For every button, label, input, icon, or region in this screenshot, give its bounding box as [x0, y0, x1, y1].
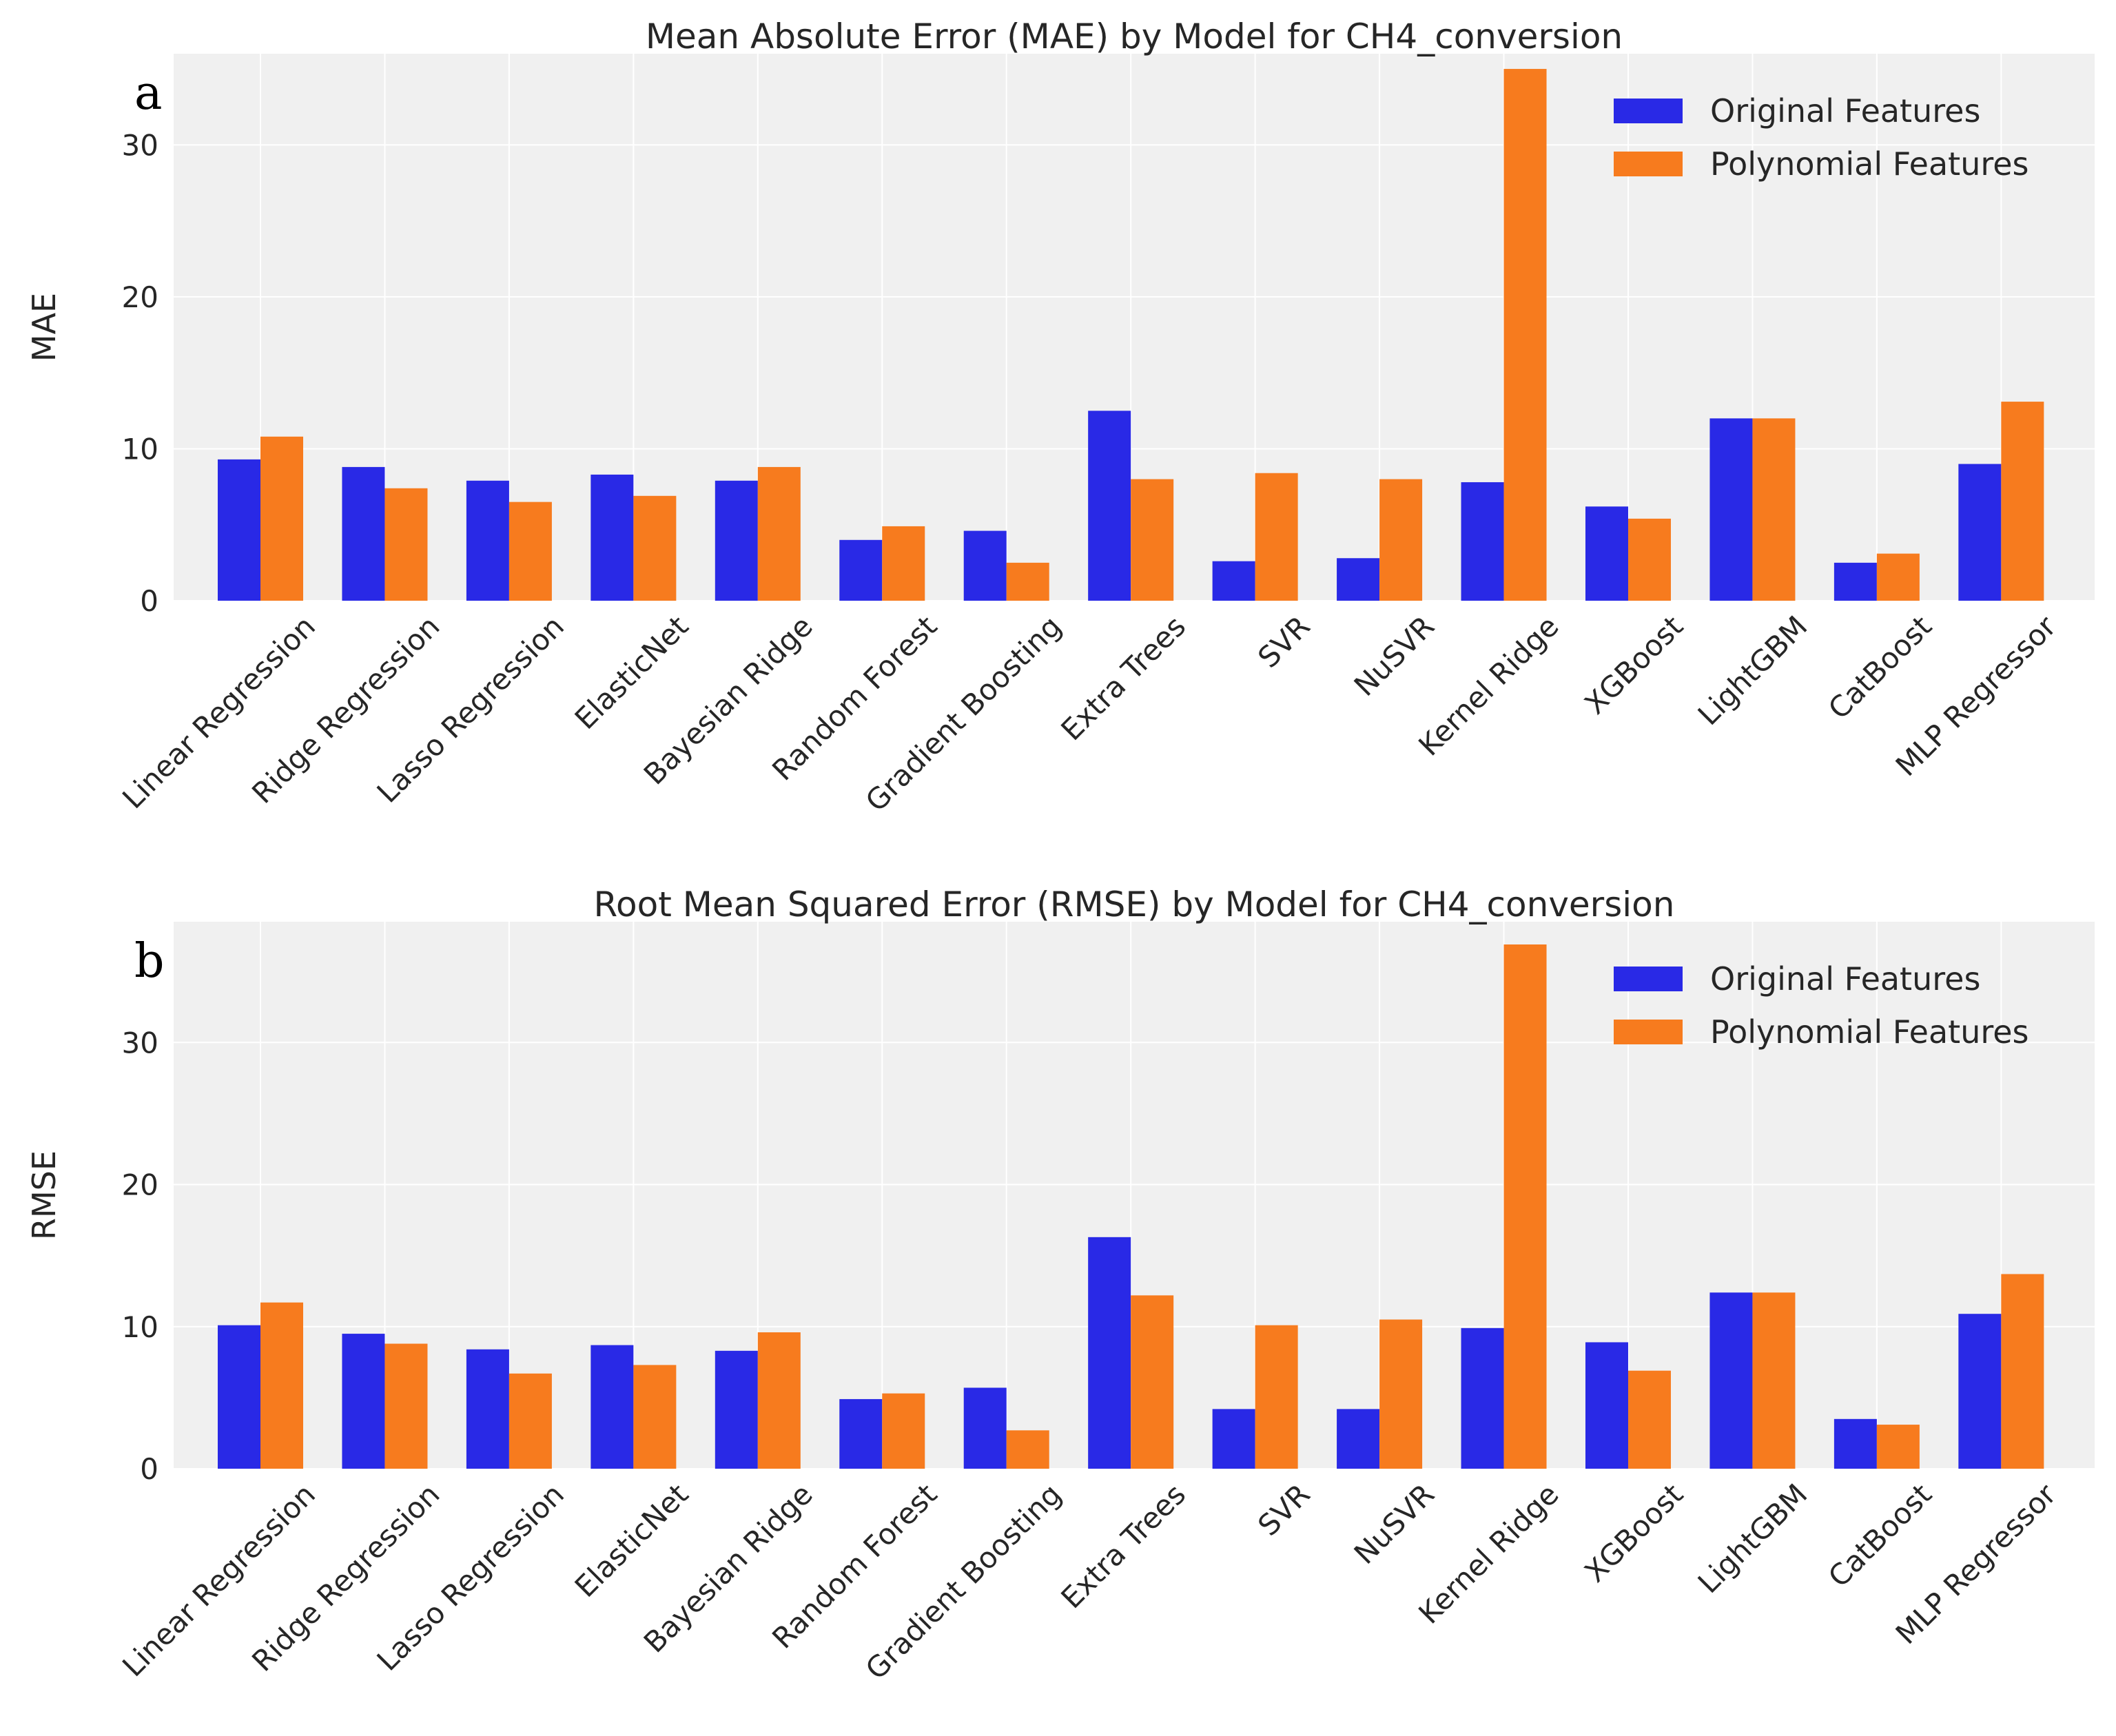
bar-polynomial-nusvr: [1379, 1319, 1423, 1469]
bar-original-extra-trees: [1088, 411, 1131, 601]
x-tick-label: SVR: [1251, 609, 1316, 674]
x-tick-label: SVR: [1251, 1477, 1316, 1542]
legend-label-original: Original Features: [1710, 92, 1980, 130]
bar-original-svr: [1212, 1409, 1255, 1469]
bar-polynomial-lightgbm: [1752, 1292, 1796, 1469]
bar-polynomial-gradient-boosting: [1006, 1430, 1049, 1469]
bar-polynomial-svr: [1255, 1325, 1298, 1469]
bar-original-kernel-ridge: [1461, 482, 1504, 601]
bar-original-lasso-regression: [466, 480, 509, 601]
x-tick-label: CatBoost: [1822, 1477, 1938, 1593]
x-tick-label: NuSVR: [1348, 609, 1441, 702]
bar-original-lightgbm: [1709, 418, 1753, 601]
legend-swatch-polynomial: [1614, 152, 1683, 176]
x-tick-label: XGBoost: [1578, 609, 1689, 721]
bar-original-svr: [1212, 561, 1255, 601]
bar-original-elasticnet: [590, 1345, 634, 1469]
legend-label-polynomial: Polynomial Features: [1710, 1013, 2029, 1051]
bar-polynomial-bayesian-ridge: [757, 466, 801, 601]
bar-polynomial-extra-trees: [1131, 1295, 1174, 1469]
x-tick-label: XGBoost: [1578, 1477, 1689, 1589]
bar-original-elasticnet: [590, 474, 634, 601]
legend-swatch-polynomial: [1614, 1020, 1683, 1044]
bar-original-bayesian-ridge: [715, 1350, 758, 1469]
bar-original-ridge-regression: [342, 1334, 385, 1469]
y-tick-label: 30: [122, 1026, 158, 1060]
chart-title: Mean Absolute Error (MAE) by Model for C…: [646, 17, 1623, 56]
y-tick-label: 10: [122, 432, 158, 466]
bar-polynomial-gradient-boosting: [1006, 562, 1049, 601]
bar-polynomial-xgboost: [1627, 1370, 1671, 1469]
bar-polynomial-kernel-ridge: [1503, 69, 1547, 601]
bar-original-kernel-ridge: [1461, 1327, 1504, 1469]
y-tick-label: 10: [122, 1310, 158, 1344]
chart-title: Root Mean Squared Error (RMSE) by Model …: [594, 885, 1675, 924]
bar-polynomial-svr: [1255, 473, 1298, 601]
bar-original-nusvr: [1337, 1409, 1380, 1469]
bar-original-catboost: [1833, 1418, 1877, 1469]
x-tick-label: LightGBM: [1692, 609, 1814, 732]
bar-polynomial-mlp-regressor: [2001, 402, 2044, 601]
y-tick-label: 0: [140, 584, 158, 618]
bar-original-mlp-regressor: [1958, 464, 2002, 601]
bar-polynomial-random-forest: [882, 1393, 925, 1469]
y-tick-label: 30: [122, 128, 158, 162]
bar-polynomial-lightgbm: [1752, 418, 1796, 601]
x-tick-label: LightGBM: [1692, 1477, 1814, 1600]
y-tick-label: 20: [122, 280, 158, 314]
bar-polynomial-bayesian-ridge: [757, 1332, 801, 1469]
panel-label: b: [134, 934, 165, 989]
x-tick-label: ElasticNet: [568, 1477, 695, 1604]
y-axis-label: RMSE: [25, 1150, 63, 1240]
x-tick-label: Extra Trees: [1054, 609, 1192, 747]
bar-polynomial-elasticnet: [633, 495, 677, 601]
y-tick-label: 20: [122, 1168, 158, 1202]
bar-original-catboost: [1833, 562, 1877, 601]
bar-polynomial-random-forest: [882, 526, 925, 601]
x-tick-label: Extra Trees: [1054, 1477, 1192, 1615]
bar-original-linear-regression: [218, 459, 260, 601]
bar-polynomial-mlp-regressor: [2001, 1274, 2044, 1469]
bar-polynomial-elasticnet: [633, 1365, 677, 1469]
x-tick-label: ElasticNet: [568, 609, 695, 736]
bar-original-ridge-regression: [342, 466, 385, 601]
bar-original-extra-trees: [1088, 1237, 1131, 1469]
y-tick-label: 0: [140, 1452, 158, 1486]
bar-original-linear-regression: [218, 1325, 260, 1469]
bar-original-mlp-regressor: [1958, 1314, 2002, 1469]
bar-polynomial-catboost: [1876, 553, 1920, 601]
bar-original-nusvr: [1337, 558, 1380, 601]
bar-original-bayesian-ridge: [715, 480, 758, 601]
bar-polynomial-kernel-ridge: [1503, 944, 1547, 1469]
bar-original-xgboost: [1585, 1342, 1628, 1469]
panel-label: a: [134, 66, 163, 121]
x-tick-label: CatBoost: [1822, 609, 1938, 725]
legend-swatch-original: [1614, 967, 1683, 991]
bar-polynomial-linear-regression: [260, 1302, 303, 1469]
bar-polynomial-ridge-regression: [384, 1343, 428, 1469]
bar-polynomial-catboost: [1876, 1425, 1920, 1469]
bar-polynomial-linear-regression: [260, 436, 303, 601]
bar-original-lightgbm: [1709, 1292, 1753, 1469]
bar-original-random-forest: [839, 1398, 883, 1469]
bar-polynomial-xgboost: [1627, 518, 1671, 601]
bar-original-random-forest: [839, 539, 883, 601]
bar-original-lasso-regression: [466, 1349, 509, 1469]
legend-label-original: Original Features: [1710, 960, 1980, 998]
bar-polynomial-extra-trees: [1131, 479, 1174, 601]
legend-swatch-original: [1614, 99, 1683, 123]
bar-original-xgboost: [1585, 506, 1628, 601]
bar-polynomial-nusvr: [1379, 479, 1423, 601]
bar-original-gradient-boosting: [963, 1387, 1007, 1469]
bar-polynomial-lasso-regression: [509, 1373, 552, 1469]
bar-original-gradient-boosting: [963, 530, 1007, 601]
y-axis-label: MAE: [25, 293, 63, 362]
bar-polynomial-lasso-regression: [509, 502, 552, 601]
bar-polynomial-ridge-regression: [384, 488, 428, 601]
legend-label-polynomial: Polynomial Features: [1710, 145, 2029, 183]
x-tick-label: NuSVR: [1348, 1477, 1441, 1570]
